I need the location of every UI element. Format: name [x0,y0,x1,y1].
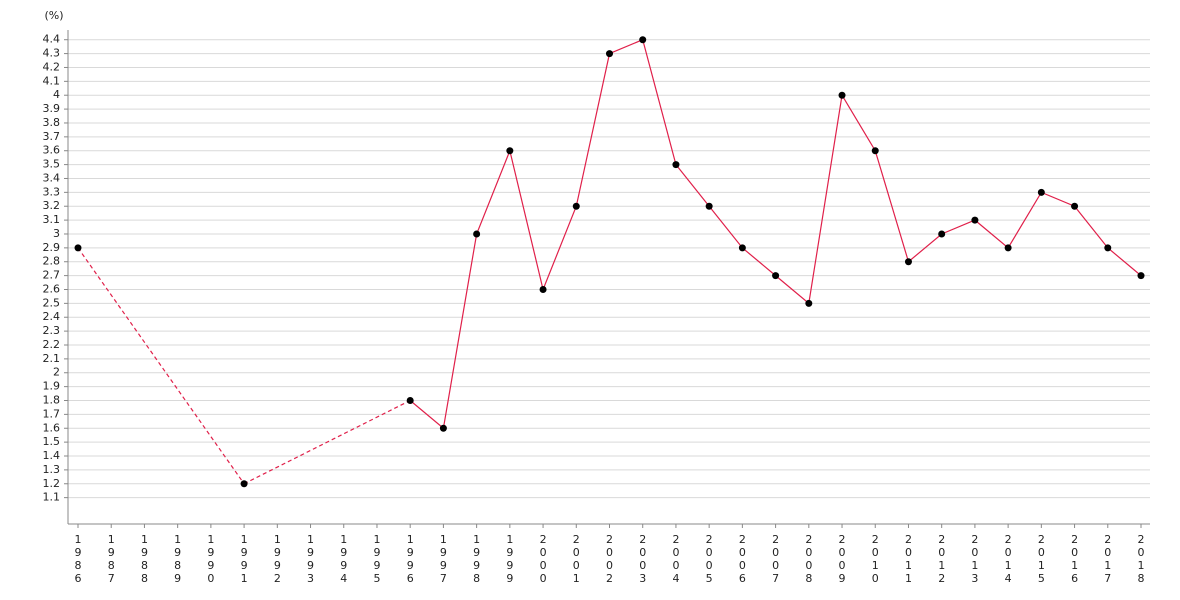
y-tick-label: 1.5 [43,435,61,448]
data-point [705,202,713,210]
y-tick-label: 2.3 [43,324,61,337]
y-tick-label: 3.6 [43,144,61,157]
data-point [871,147,879,155]
data-point [904,258,912,266]
data-point [772,272,780,280]
data-point [74,244,82,252]
y-tick-label: 1.2 [43,477,61,490]
data-point [1037,188,1045,196]
y-tick-label: 4.3 [43,47,61,60]
y-tick-label: 4.1 [43,74,61,87]
y-tick-label: 3.1 [43,213,61,226]
y-tick-label: 3.5 [43,158,61,171]
y-tick-label: 1.7 [43,407,61,420]
data-point [1004,244,1012,252]
y-tick-label: 1.9 [43,380,61,393]
data-point [539,285,547,293]
y-tick-label: 1.3 [43,463,61,476]
y-tick-label: 2.2 [43,338,61,351]
y-axis-unit: (%) [44,9,63,22]
y-tick-label: 1.6 [43,421,61,434]
y-tick-label: 2.5 [43,296,61,309]
data-point [406,397,414,404]
y-tick-label: 4.4 [43,33,61,46]
y-tick-label: 3.8 [43,116,61,129]
y-tick-label: 2.9 [43,241,61,254]
y-tick-label: 1.4 [43,449,61,462]
y-tick-label: 2.7 [43,269,61,282]
y-tick-label: 3.3 [43,185,61,198]
y-tick-label: 3.4 [43,171,61,184]
data-point [1104,244,1112,252]
y-tick-label: 4.2 [43,60,61,73]
data-point [971,216,979,224]
y-tick-label: 3 [53,227,60,240]
data-point [1137,272,1145,280]
gap-line [243,399,411,485]
data-point [506,147,514,155]
y-tick-label: 2.4 [43,310,61,323]
y-tick-label: 3.2 [43,199,61,212]
data-point [639,36,647,44]
y-tick-label: 1.1 [43,491,61,504]
data-point [938,230,946,238]
data-point [805,299,813,307]
data-point [1071,202,1079,210]
y-tick-label: 2 [53,366,60,379]
y-tick-label: 1.8 [43,394,61,407]
data-point [572,202,580,210]
y-tick-label: 2.8 [43,255,61,268]
y-tick-label: 2.1 [43,352,61,365]
data-point [672,161,680,169]
y-tick-label: 3.7 [43,130,61,143]
y-tick-label: 2.6 [43,282,61,295]
data-point [240,480,248,488]
data-point [439,424,447,432]
y-tick-label: 3.9 [43,102,61,115]
y-tick-label: 4 [53,88,60,101]
data-point [606,50,613,58]
data-point [738,244,746,252]
gap-line [77,247,245,485]
data-point [838,91,846,99]
data-point [473,230,481,238]
